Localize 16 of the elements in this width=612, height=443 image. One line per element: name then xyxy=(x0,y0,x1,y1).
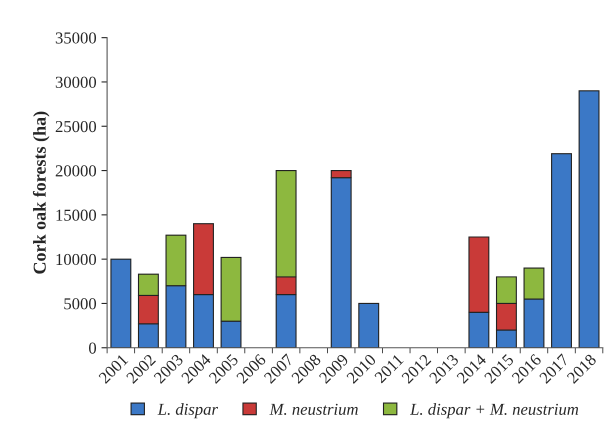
y-tick-label: 30000 xyxy=(56,76,96,88)
y-tick-label: 25000 xyxy=(56,120,96,132)
y-axis-title: Cork oak forests (ha) xyxy=(32,112,50,274)
bar xyxy=(578,90,600,348)
y-tick-label: 0 xyxy=(88,342,96,354)
legend-label: L. dispar + M. neustrium xyxy=(410,403,578,418)
y-tick-label: 20000 xyxy=(56,165,96,176)
bar xyxy=(358,302,380,348)
y-tick-label: 5000 xyxy=(64,298,96,310)
bar xyxy=(110,258,132,348)
legend-label: L. dispar xyxy=(158,403,218,418)
y-tick-label: 35000 xyxy=(56,32,96,44)
bar xyxy=(551,153,572,348)
y-tick-label: 15000 xyxy=(56,210,96,221)
legend-label: M. neustrium xyxy=(269,404,358,415)
y-tick-label: 10000 xyxy=(56,254,96,266)
